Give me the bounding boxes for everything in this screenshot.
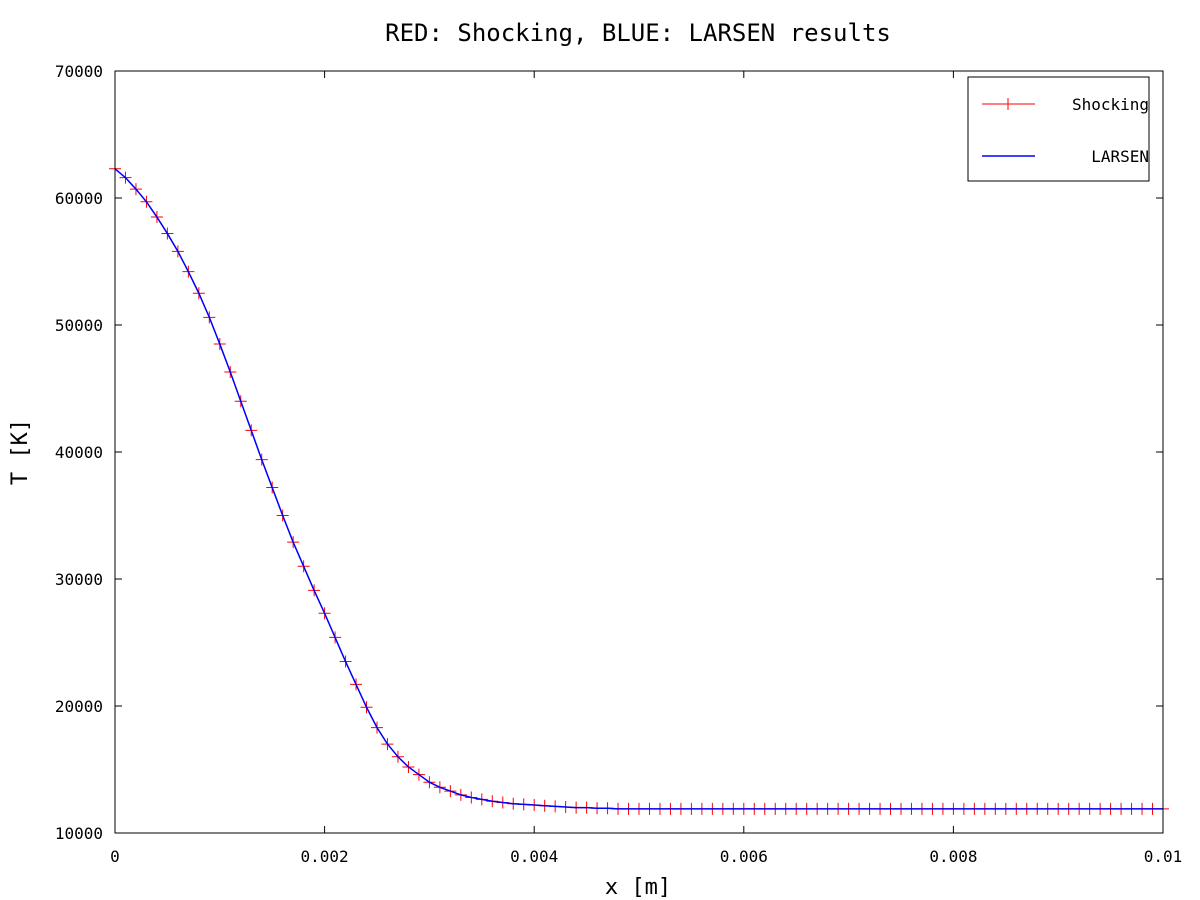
x-tick-label: 0 (110, 847, 120, 866)
y-tick-label: 40000 (55, 443, 103, 462)
y-tick-label: 30000 (55, 570, 103, 589)
x-axis-label: x [m] (605, 875, 671, 900)
legend: Shocking LARSEN (967, 76, 1150, 182)
series-line-larsen (114, 168, 1163, 810)
x-tick-label: 0.002 (301, 847, 349, 866)
x-tick-label: 0.006 (720, 847, 768, 866)
chart-title: RED: Shocking, BLUE: LARSEN results (385, 19, 891, 47)
legend-label-shocking: Shocking (1072, 95, 1149, 114)
plot-frame (114, 70, 1164, 834)
legend-box (967, 76, 1150, 182)
x-tick-label: 0.004 (510, 847, 558, 866)
legend-label-larsen: LARSEN (1091, 147, 1149, 166)
x-tick-label: 0.008 (929, 847, 977, 866)
y-tick-label: 70000 (55, 62, 103, 81)
x-tick-label: 0.01 (1144, 847, 1183, 866)
y-tick-label: 20000 (55, 697, 103, 716)
y-tick-label: 60000 (55, 189, 103, 208)
axis-ticks: 0 0.002 0.004 0.006 0.008 0.01 10000 20000 30000… (55, 62, 1182, 866)
plot-series (109, 162, 1169, 815)
y-tick-label: 50000 (55, 316, 103, 335)
y-tick-label: 10000 (55, 824, 103, 843)
y-axis-label: T [K] (8, 419, 33, 485)
